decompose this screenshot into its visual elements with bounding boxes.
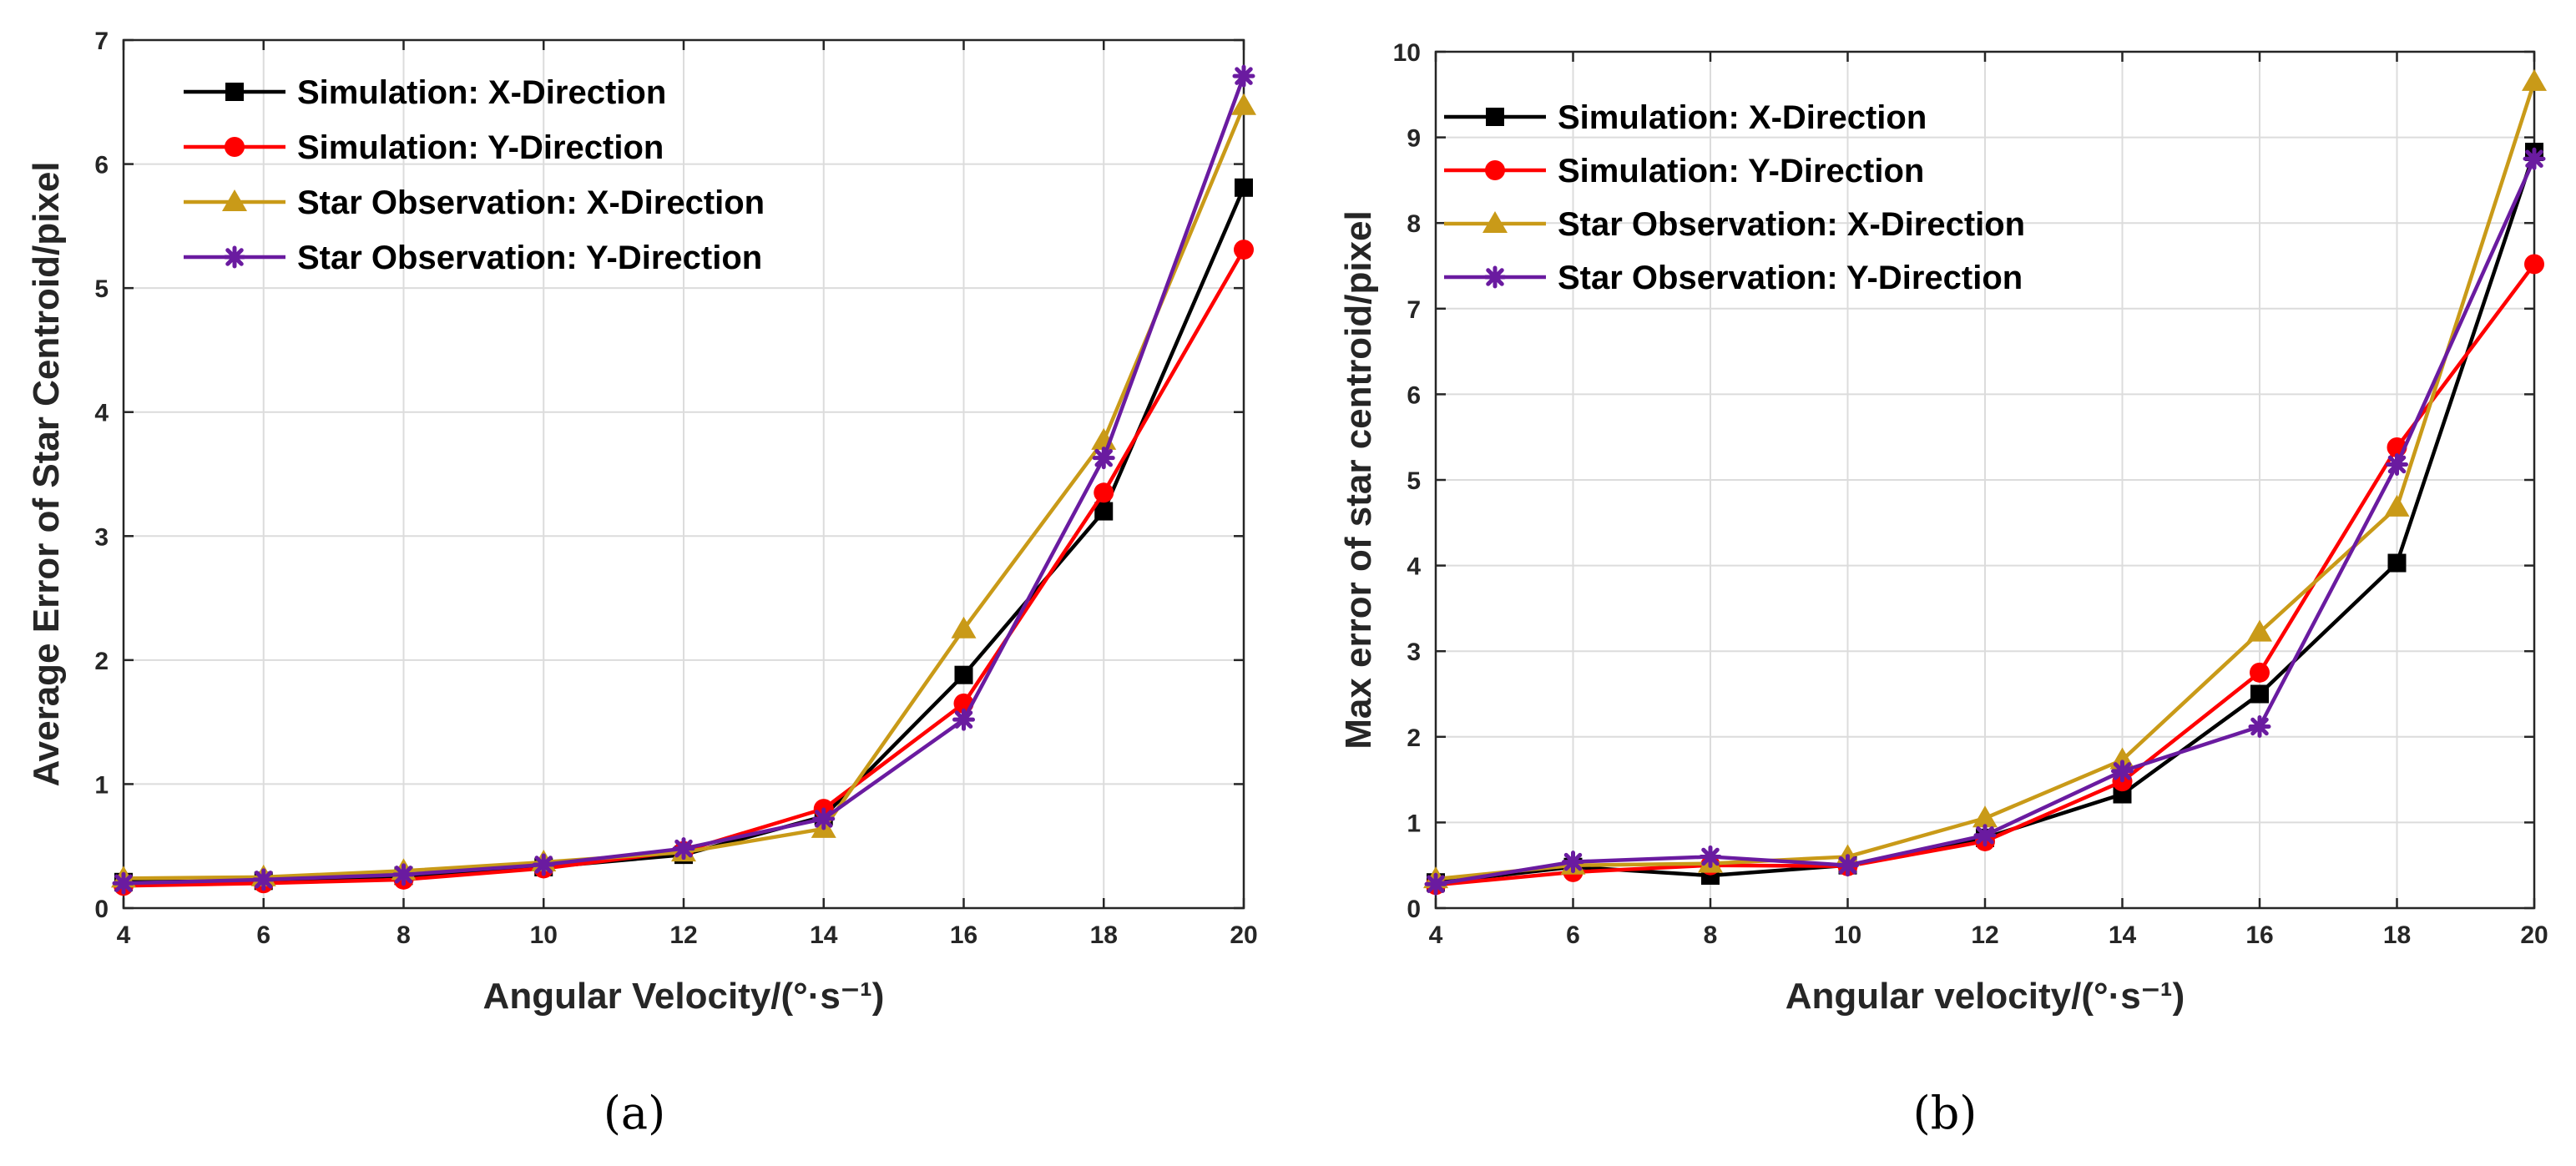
data-point-series-4 [1232,64,1255,88]
legend-marker-3 [1482,211,1508,233]
y-tick-label: 8 [1407,210,1421,238]
data-point-series-4 [532,853,555,876]
legend-marker-1 [1486,108,1504,126]
data-point-series-1 [954,665,973,684]
y-tick-label: 5 [1407,467,1421,495]
data-point-series-4 [952,708,975,731]
x-tick-label: 12 [669,921,697,949]
legend-label-4: Star Observation: Y-Direction [297,240,762,276]
data-point-series-2 [1234,240,1254,260]
legend-label-3: Star Observation: X-Direction [1558,206,2025,243]
y-tick-label: 2 [94,648,109,675]
x-axis-label: Angular Velocity/(°·s⁻¹) [483,976,885,1017]
data-point-series-3 [2247,619,2272,642]
data-point-series-4 [1092,447,1115,470]
data-point-series-3 [1972,805,1998,828]
legend-marker-2 [225,137,245,157]
panel-caption: (b) [1913,1087,1977,1139]
x-tick-label: 16 [2245,921,2273,949]
y-axis-label: Average Error of Star Centroid/pixel [26,161,67,786]
data-point-series-4 [2386,453,2408,477]
y-tick-label: 6 [94,152,109,179]
y-tick-label: 7 [94,28,109,55]
legend-marker-2 [1485,160,1505,180]
data-point-series-3 [2384,494,2410,517]
legend-label-4: Star Observation: Y-Direction [1558,260,2023,296]
legend-label-2: Simulation: Y-Direction [297,129,664,166]
x-tick-label: 4 [117,921,131,949]
y-tick-label: 3 [94,523,109,551]
y-tick-label: 7 [1407,296,1421,324]
data-point-series-2 [1094,482,1114,503]
y-tick-label: 6 [1407,381,1421,409]
legend-label-1: Simulation: X-Direction [1558,99,1927,136]
data-point-series-4 [2248,714,2271,738]
legend-label-3: Star Observation: X-Direction [297,184,765,221]
data-point-series-3 [2522,68,2547,91]
data-point-series-4 [2523,147,2546,170]
data-point-series-4 [1699,845,1722,868]
x-tick-label: 8 [397,921,411,949]
x-tick-label: 4 [1429,921,1443,949]
x-tick-label: 14 [810,921,838,949]
y-tick-label: 0 [94,896,109,923]
y-tick-label: 2 [1407,724,1421,752]
x-tick-label: 10 [1834,921,1861,949]
x-tick-label: 6 [256,921,270,949]
x-axis-label: Angular velocity/(°·s⁻¹) [1786,976,2185,1017]
data-point-series-1 [1094,502,1114,521]
data-point-series-1 [2250,684,2269,704]
x-tick-label: 16 [950,921,977,949]
x-tick-label: 14 [2109,921,2137,949]
y-tick-label: 4 [1407,553,1421,581]
x-tick-label: 6 [1566,921,1580,949]
data-point-series-2 [2524,254,2544,275]
x-tick-label: 20 [1230,921,1257,949]
data-point-series-4 [812,807,836,830]
data-point-series-4 [1562,851,1584,874]
data-point-series-4 [1424,872,1447,896]
y-tick-label: 9 [1407,125,1421,153]
legend-marker-4 [1483,265,1507,289]
data-point-series-2 [2250,662,2270,683]
x-tick-label: 18 [2383,921,2411,949]
legend-marker-4 [223,245,246,269]
legend-marker-1 [225,83,244,101]
y-tick-label: 5 [94,275,109,303]
data-point-series-3 [1231,93,1256,115]
y-tick-label: 0 [1407,896,1421,923]
y-tick-label: 10 [1393,39,1421,67]
data-point-series-4 [1836,854,1859,877]
y-tick-label: 1 [1407,810,1421,837]
data-point-series-4 [112,871,135,895]
x-tick-label: 18 [1090,921,1118,949]
legend-label-1: Simulation: X-Direction [297,74,666,111]
x-tick-label: 10 [530,921,558,949]
x-tick-label: 12 [1971,921,1998,949]
y-tick-label: 3 [1407,639,1421,666]
y-axis-label: Max error of star centroid/pixel [1338,210,1379,750]
panel-caption: (a) [604,1087,665,1139]
x-tick-label: 8 [1704,921,1718,949]
data-point-series-1 [1235,178,1253,197]
data-point-series-4 [672,837,695,861]
data-point-series-4 [252,868,275,891]
legend-label-2: Simulation: Y-Direction [1558,153,1924,189]
data-point-series-3 [951,616,977,639]
data-point-series-4 [392,863,415,886]
y-tick-label: 1 [94,771,109,799]
x-tick-label: 20 [2520,921,2548,949]
y-tick-label: 4 [94,400,109,427]
legend-marker-3 [222,189,247,211]
data-point-series-4 [2111,760,2134,783]
data-point-series-1 [2387,553,2407,573]
data-point-series-4 [1973,824,1997,847]
